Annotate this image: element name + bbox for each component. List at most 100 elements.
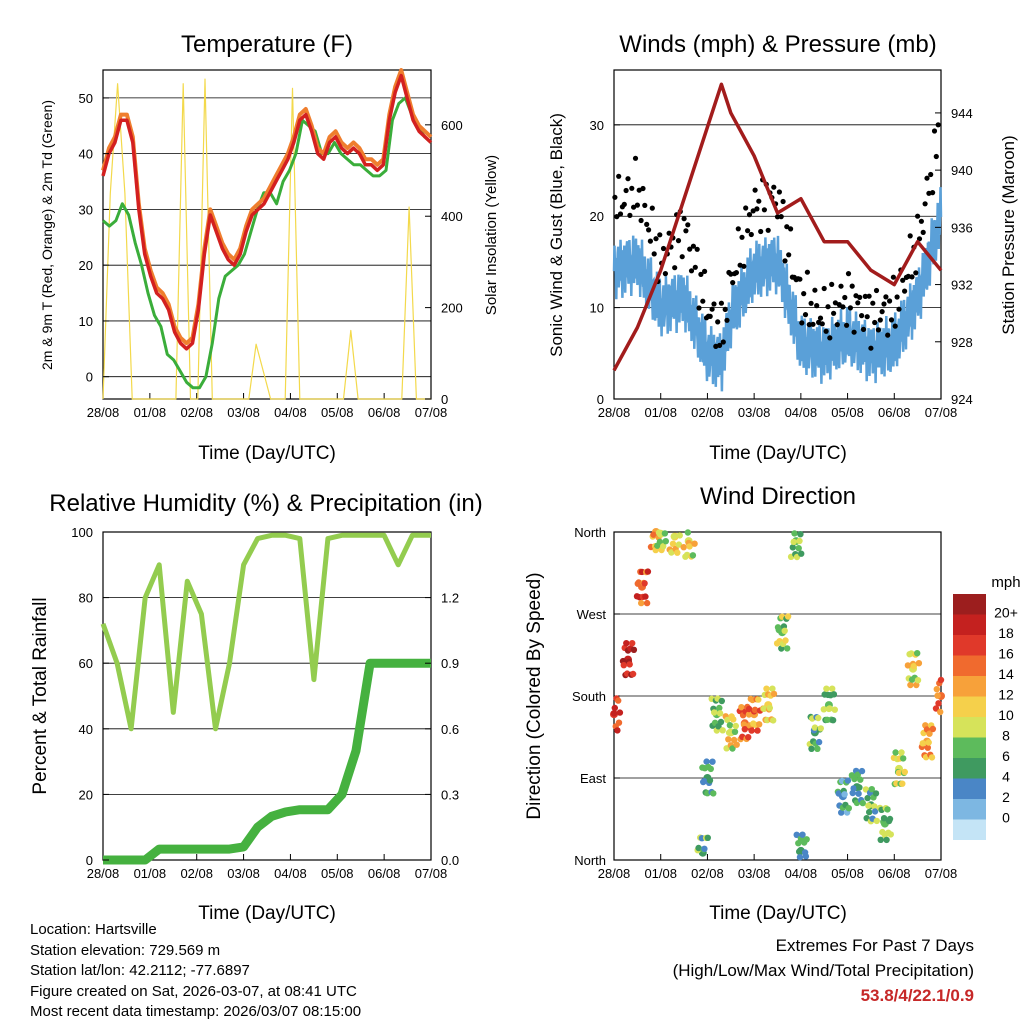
direction-point [703, 758, 710, 765]
gust-point [909, 274, 915, 280]
gust-point [829, 281, 835, 287]
direction-point [868, 786, 875, 793]
winds-y2-ytick-label: 932 [951, 278, 973, 293]
winds-ytick-label: 10 [590, 301, 604, 316]
gust-point [847, 305, 854, 311]
direction-xtick-label: 02/08 [691, 866, 724, 881]
direction-point [844, 777, 852, 784]
humidity-ytick-label: 40 [79, 722, 93, 737]
gust-point [862, 293, 868, 299]
gust-point [627, 212, 633, 218]
extremes-title: Extremes For Past 7 Days [775, 936, 974, 955]
gust-point [920, 229, 926, 235]
direction-point [835, 790, 842, 797]
gust-point [918, 218, 925, 224]
colorbar-label: 12 [998, 687, 1014, 703]
colorbar-cell [953, 594, 986, 615]
direction-point [892, 749, 899, 756]
colorbar-label: 2 [1002, 789, 1010, 805]
direction-point [914, 677, 922, 684]
gust-point [733, 270, 740, 276]
gust-point [788, 226, 794, 232]
direction-point [716, 710, 724, 717]
humidity-xlabel: Time (Day/UTC) [198, 903, 336, 924]
direction-point [826, 705, 833, 712]
gust-point [662, 271, 669, 277]
direction-xtick-label: 07/08 [925, 866, 958, 881]
direction-point [701, 845, 708, 852]
humidity-xtick-label: 05/08 [321, 866, 354, 881]
gust-point [694, 246, 700, 252]
direction-point [700, 778, 708, 785]
gust-point [702, 268, 708, 274]
temperature-xtick-label: 03/08 [227, 405, 260, 420]
gust-point [808, 300, 814, 306]
gust-point [647, 238, 654, 244]
direction-point [763, 685, 770, 692]
gust-point [735, 226, 741, 232]
gust-point [660, 245, 667, 252]
temperature-xtick-label: 07/08 [415, 405, 448, 420]
gust-point [844, 322, 850, 328]
direction-point [796, 848, 803, 855]
humidity-y2-ytick-label: 0.3 [441, 787, 459, 802]
direction-point [642, 593, 649, 600]
direction-point [782, 637, 789, 644]
gust-point [814, 303, 820, 309]
gust-point [685, 222, 691, 228]
colorbar-cell [953, 717, 986, 738]
colorbar-cell [953, 696, 986, 717]
direction-point [754, 727, 761, 734]
direction-point [751, 706, 759, 713]
temperature-xtick-label: 06/08 [368, 405, 401, 420]
gust-point [715, 319, 721, 325]
colorbar-title: mph [991, 574, 1020, 591]
gust-point [827, 335, 833, 341]
direction-point [629, 640, 636, 647]
winds-panel: Winds (mph) & Pressure (mb) Time (Day/UT… [547, 31, 1018, 464]
gust-point [739, 234, 745, 240]
direction-point [932, 705, 940, 712]
gust-point [653, 236, 659, 242]
gust-point [834, 322, 840, 328]
direction-point [704, 834, 711, 841]
gust-point [631, 204, 637, 210]
direction-point [829, 685, 836, 692]
winds-y2-ytick-label: 940 [951, 163, 973, 178]
direction-point [924, 744, 931, 751]
gust-point [915, 213, 921, 219]
colorbar-cell [953, 676, 986, 697]
direction-point [898, 749, 905, 756]
winds-y2-ytick-label: 928 [951, 335, 973, 350]
station-location: Location: Hartsville [30, 921, 157, 938]
gust-point [840, 304, 846, 310]
direction-point [901, 768, 908, 776]
winds-title: Winds (mph) & Pressure (mb) [619, 31, 936, 58]
temperature-panel: Temperature (F) Time (Day/UTC) 2m & 9m T… [39, 31, 500, 464]
gust-point [632, 155, 639, 161]
direction-point [635, 579, 642, 586]
gust-point [724, 317, 730, 323]
direction-point [871, 803, 878, 810]
direction-point [864, 794, 871, 802]
direction-point [855, 790, 862, 797]
gust-point [718, 300, 725, 306]
gust-point [756, 198, 762, 204]
gust-point [902, 288, 908, 294]
humidity-ytick-label: 20 [79, 787, 93, 802]
direction-point [796, 537, 803, 545]
direction-xtick-label: 05/08 [831, 866, 864, 881]
gust-point [700, 298, 706, 304]
direction-point [795, 545, 802, 552]
recent-timestamp: Most recent data timestamp: 2026/03/07 0… [30, 1003, 362, 1020]
gust-point [780, 198, 786, 205]
direction-point [729, 745, 736, 752]
direction-point [641, 580, 648, 587]
direction-xtick-label: 03/08 [738, 866, 771, 881]
direction-ytick-label: North [574, 525, 606, 540]
gust-point [752, 187, 758, 193]
gust-point [675, 238, 682, 244]
direction-point [719, 727, 726, 734]
winds-ylabel: Sonic Wind & Gust (Blue, Black) [547, 113, 566, 357]
direction-point [789, 544, 796, 551]
